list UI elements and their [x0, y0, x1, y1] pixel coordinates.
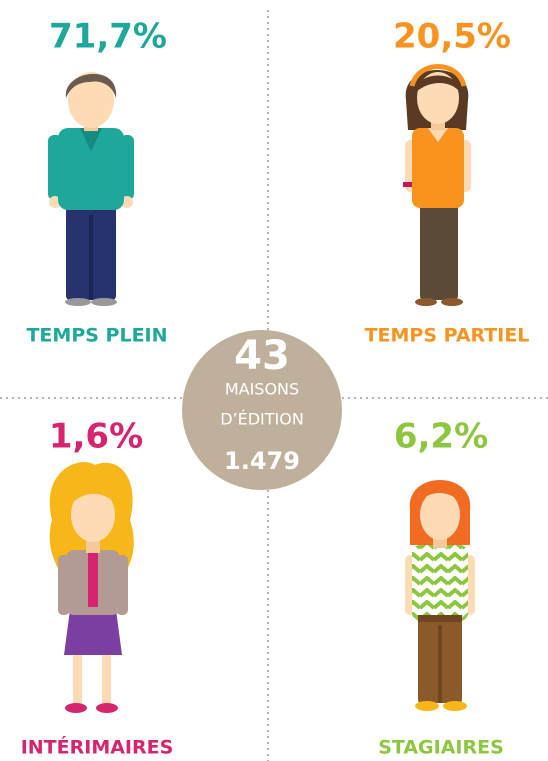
- figure-full-time-part: [91, 298, 117, 306]
- category-label: STAGIAIRES: [378, 737, 504, 759]
- percent: 1,6%: [49, 417, 143, 457]
- figure-intern-part: [438, 625, 442, 703]
- category-label: INTÉRIMAIRES: [21, 736, 174, 759]
- figure-part-time-part: [415, 298, 437, 306]
- figure-full-time: [48, 72, 134, 306]
- figure-temp-part: [73, 650, 82, 705]
- figure-temp-part: [65, 703, 87, 713]
- figure-intern-part: [415, 701, 439, 711]
- figure-temp-part: [96, 703, 118, 713]
- center-badge: 43 MAISONS D’ÉDITION 1.479: [182, 330, 342, 490]
- infographic: 43 MAISONS D’ÉDITION 1.479 71,7% TEMPS P…: [0, 0, 548, 761]
- figure-full-time-part: [65, 298, 91, 306]
- figure-full-time-part: [89, 215, 93, 300]
- figure-temp-part: [88, 552, 98, 607]
- figure-intern-part: [418, 615, 462, 622]
- center-number: 43: [234, 333, 290, 379]
- figure-temp: [50, 462, 134, 713]
- figure-intern-part: [412, 545, 468, 621]
- category-label: TEMPS PARTIEL: [365, 325, 530, 347]
- figure-intern-part: [420, 490, 460, 540]
- category-label: TEMPS PLEIN: [26, 325, 167, 347]
- center-line: D’ÉDITION: [220, 410, 304, 429]
- figure-temp-part: [64, 610, 122, 655]
- percent: 6,2%: [394, 417, 488, 457]
- figure-part-time-part: [420, 200, 458, 300]
- center-total: 1.479: [224, 447, 300, 475]
- percent: 71,7%: [49, 17, 167, 57]
- percent: 20,5%: [393, 17, 511, 57]
- figure-part-time-part: [441, 298, 463, 306]
- figure-part-time: [403, 67, 471, 307]
- center-line: MAISONS: [225, 380, 299, 399]
- figure-intern-part: [443, 701, 467, 711]
- figure-temp-part: [102, 650, 111, 705]
- page: {"quadrants": [ {"percent": "71,7%", "la…: [0, 0, 548, 761]
- figure-intern: [405, 480, 475, 711]
